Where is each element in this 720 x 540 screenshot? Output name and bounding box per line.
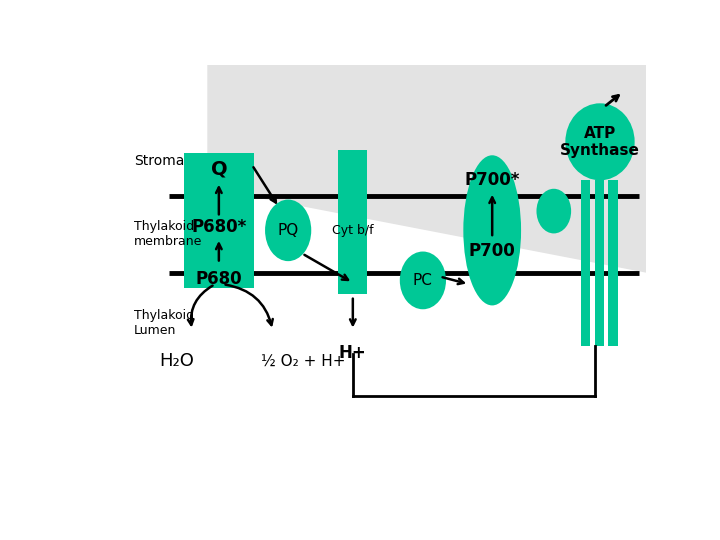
Text: P680: P680	[196, 270, 242, 288]
Text: Stroma: Stroma	[134, 154, 184, 168]
Text: P700*: P700*	[464, 171, 520, 190]
Text: Thylakoid
membrane: Thylakoid membrane	[134, 220, 202, 248]
Bar	[608, 180, 618, 346]
Ellipse shape	[565, 103, 634, 180]
Text: PQ: PQ	[277, 223, 299, 238]
Bar	[338, 150, 367, 294]
Ellipse shape	[536, 189, 571, 233]
Ellipse shape	[265, 200, 311, 261]
Text: P680*: P680*	[192, 218, 246, 235]
Text: ½ O₂ + H+: ½ O₂ + H+	[261, 354, 346, 369]
Bar	[184, 153, 253, 288]
Text: H₂O: H₂O	[159, 352, 194, 370]
Bar	[581, 180, 590, 346]
Text: Thylakoid
Lumen: Thylakoid Lumen	[134, 309, 194, 337]
Ellipse shape	[400, 252, 446, 309]
Polygon shape	[207, 65, 647, 273]
Text: P700: P700	[469, 242, 516, 260]
Text: Q: Q	[210, 159, 228, 178]
Bar	[595, 180, 604, 346]
Text: H+: H+	[339, 345, 366, 362]
Text: PC: PC	[413, 273, 433, 288]
Ellipse shape	[464, 156, 521, 306]
Text: ATP
Synthase: ATP Synthase	[560, 126, 640, 158]
Text: Cyt b/f: Cyt b/f	[332, 224, 374, 237]
